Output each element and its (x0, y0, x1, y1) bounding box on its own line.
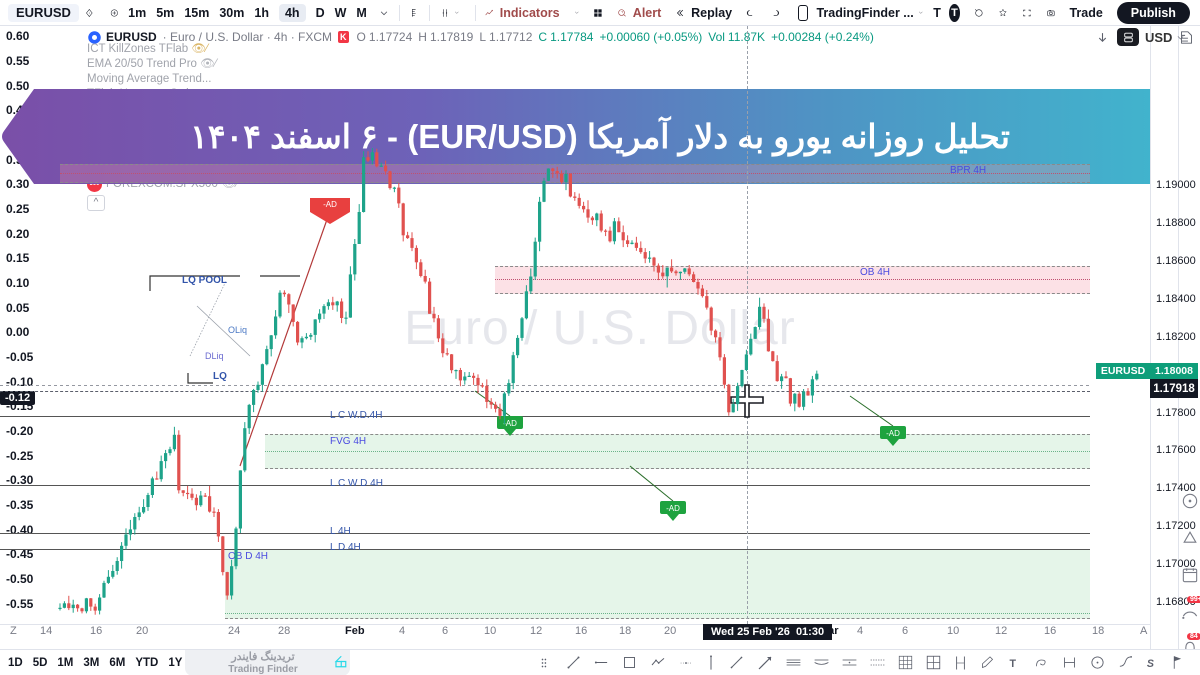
svg-text:S: S (1147, 658, 1154, 670)
svg-text:T: T (1010, 658, 1017, 670)
